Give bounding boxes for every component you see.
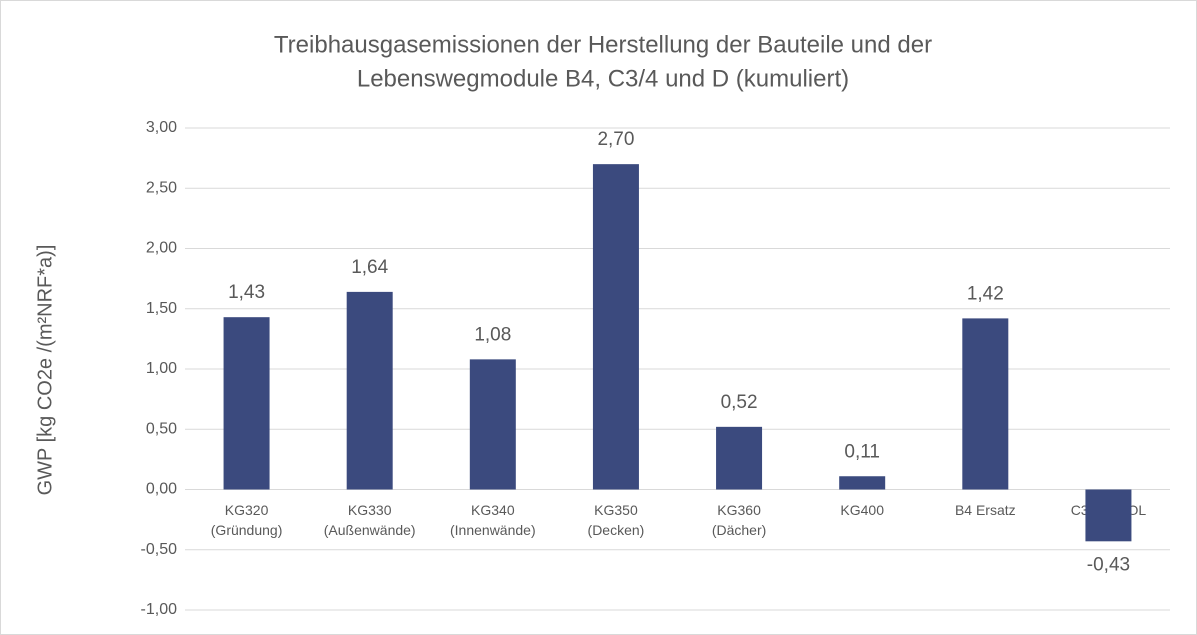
bar (223, 317, 270, 490)
data-label: 0,52 (721, 392, 758, 413)
data-label: 1,42 (967, 283, 1004, 304)
bar (592, 164, 639, 490)
y-tick-label: 1,00 (146, 360, 177, 377)
data-label: -0,43 (1087, 554, 1130, 575)
y-axis-label: GWP [kg CO2e /(m²NRF*a)] (34, 245, 56, 496)
y-tick-label: 1,50 (146, 300, 177, 317)
bar (469, 359, 516, 490)
chart-title: Lebenswegmodule B4, C3/4 und D (kumulier… (357, 65, 849, 92)
data-label: 1,08 (474, 324, 511, 345)
bar (839, 476, 886, 490)
data-label: 1,64 (351, 257, 388, 278)
x-tick-label: (Innenwände) (450, 522, 536, 538)
y-tick-label: 2,50 (146, 179, 177, 196)
bar (962, 318, 1009, 490)
x-tick-label: (Gründung) (211, 522, 283, 538)
x-tick-label: KG350 (594, 502, 638, 518)
x-tick-label: KG340 (471, 502, 515, 518)
y-tick-label: 3,00 (146, 119, 177, 136)
bar (716, 426, 763, 490)
data-label: 0,11 (844, 441, 880, 462)
y-tick-label: 2,00 (146, 240, 177, 257)
bar (1085, 489, 1132, 542)
y-tick-label: 0,50 (146, 420, 177, 437)
x-tick-label: KG320 (225, 502, 269, 518)
x-tick-label: KG360 (717, 502, 761, 518)
chart-title: Treibhausgasemissionen der Herstellung d… (274, 31, 932, 58)
x-tick-label: (Dächer) (712, 522, 766, 538)
bar (346, 291, 393, 490)
y-tick-label: -0,50 (141, 541, 178, 558)
y-tick-label: 0,00 (146, 481, 177, 498)
data-label: 2,70 (597, 129, 634, 150)
x-tick-label: B4 Ersatz (955, 502, 1016, 518)
x-tick-label: KG400 (840, 502, 884, 518)
data-label: 1,43 (228, 282, 265, 303)
y-tick-label: -1,00 (141, 601, 178, 618)
x-tick-label: (Decken) (588, 522, 645, 538)
x-tick-label: (Außenwände) (324, 522, 416, 538)
x-tick-label: KG330 (348, 502, 392, 518)
